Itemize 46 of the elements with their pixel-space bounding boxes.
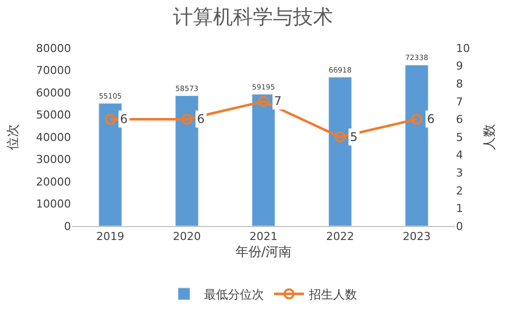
y-tick-label: 20000 (36, 175, 71, 188)
y-axis-title: 位次 (6, 124, 21, 150)
chart-title: 计算机科学与技术 (173, 4, 333, 29)
legend-label: 招生人数 (308, 288, 357, 302)
x-tick-label: 2021 (250, 230, 278, 244)
y2-tick-label: 0 (456, 220, 463, 233)
point (181, 114, 192, 125)
y-tick-label: 50000 (36, 108, 71, 122)
y2-tick-label: 5 (456, 130, 463, 144)
x-tick-label: 2019 (96, 230, 124, 244)
point (334, 132, 346, 142)
y2-tick-label: 7 (456, 95, 463, 108)
x-axis-title: 年份/河南 (235, 244, 292, 260)
y2-tick-label: 1 (456, 202, 463, 216)
data-label: 6 (120, 112, 128, 126)
y2-tick-label: 2 (456, 184, 463, 198)
bar (175, 95, 199, 226)
point (258, 96, 269, 107)
x-tick-label: 2022 (326, 230, 354, 244)
data-label: 6 (197, 112, 205, 126)
y-tick-label: 30000 (36, 153, 71, 166)
data-label: 6 (427, 112, 435, 126)
y2-tick-label: 6 (456, 113, 463, 126)
y2-tick-label: 9 (456, 60, 463, 73)
y-tick-label: 10000 (36, 198, 71, 211)
data-label: 7 (274, 94, 282, 108)
y-tick-label: 60000 (36, 86, 71, 100)
y2-tick-label: 10 (456, 42, 470, 55)
y-tick-label: 70000 (36, 64, 71, 78)
bar (98, 103, 122, 226)
legend-label: 最低分位次 (204, 288, 264, 302)
y2-tick-label: 8 (456, 77, 463, 90)
point (104, 114, 116, 125)
data-label: 5 (350, 130, 358, 144)
x-tick-label: 2020 (172, 230, 201, 244)
bar (252, 94, 276, 226)
y-tick-label: 80000 (36, 42, 71, 55)
y2-tick-label: 3 (456, 166, 463, 180)
x-tick-label: 2023 (402, 230, 431, 244)
y-tick-label: 0 (64, 220, 71, 233)
y2-axis-title: 人数 (482, 124, 498, 150)
y-tick-label: 40000 (36, 130, 71, 144)
y2-tick-label: 4 (456, 148, 463, 162)
bar (404, 64, 428, 226)
point (411, 114, 422, 125)
bar (328, 76, 352, 226)
